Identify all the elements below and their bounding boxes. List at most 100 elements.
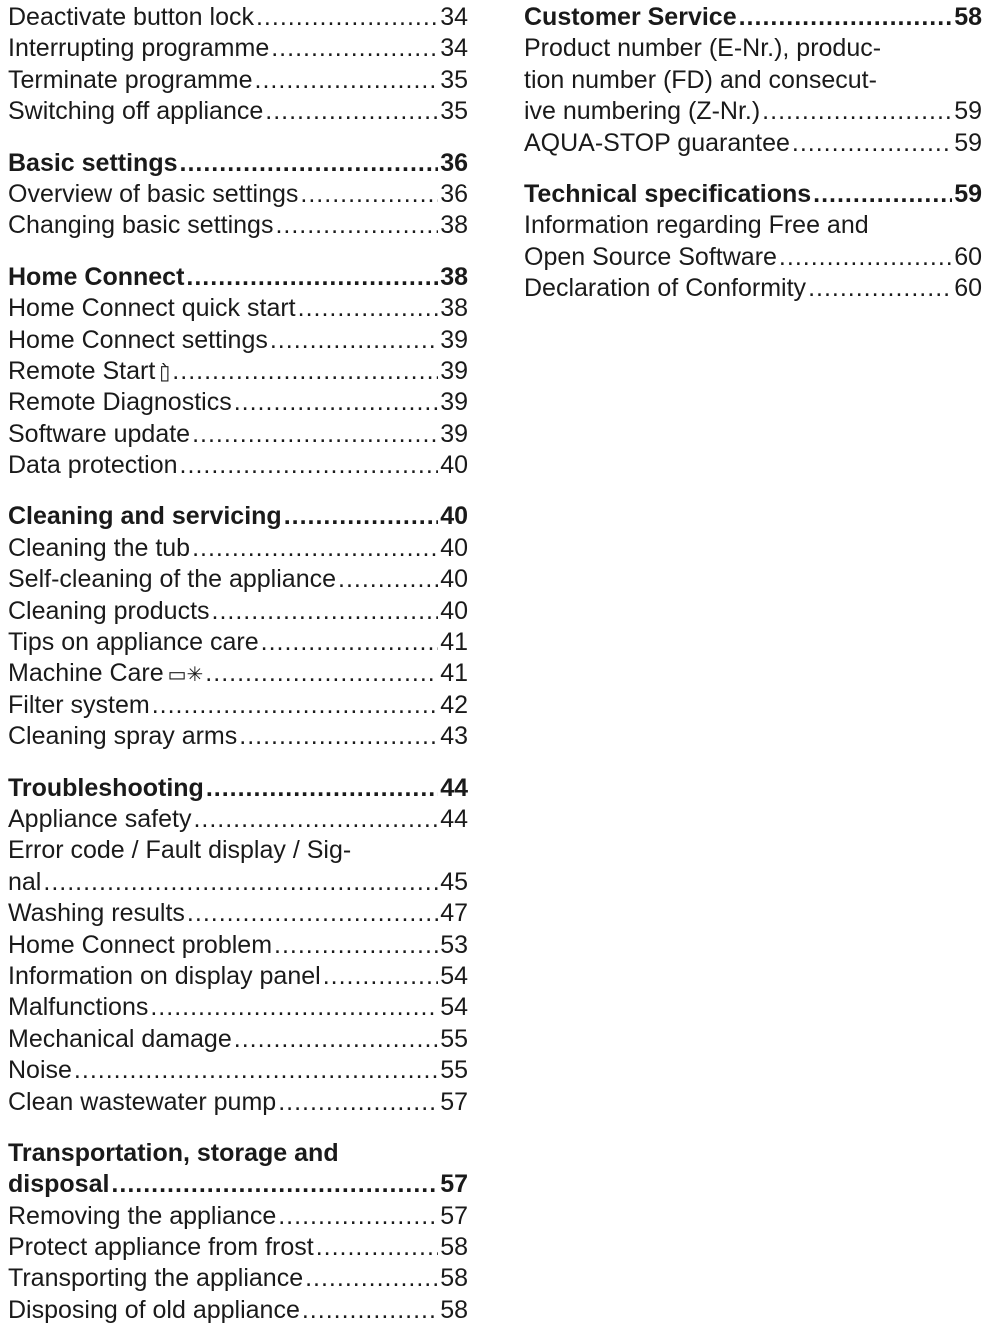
dot-leader — [278, 1087, 438, 1118]
toc-entry-title: Machine Care — [8, 659, 164, 688]
toc-section-transport[interactable]: disposal 57 — [8, 1169, 468, 1200]
toc-entry-title: Declaration of Conformity — [524, 274, 807, 303]
dot-leader — [74, 1055, 438, 1086]
toc-entry[interactable]: Terminate programme 35 — [8, 65, 468, 96]
toc-section-customer-service[interactable]: Customer Service 58 — [524, 2, 982, 33]
toc-entry[interactable]: Appliance safety 44 — [8, 804, 468, 835]
toc-section-title: Customer Service — [524, 3, 737, 31]
toc-entry-title-line2: Open Source Software — [524, 242, 777, 271]
toc-entry[interactable]: Home Connect quick start 38 — [8, 293, 468, 324]
dot-leader — [234, 1024, 438, 1055]
toc-entry[interactable]: AQUA-STOP guarantee 59 — [524, 128, 982, 159]
toc-entry[interactable]: Cleaning products 40 — [8, 596, 468, 627]
toc-entry-title: Software update — [8, 419, 191, 448]
toc-entry[interactable]: Home Connect settings 39 — [8, 325, 468, 356]
toc-section-cleaning[interactable]: Cleaning and servicing 40 — [8, 501, 468, 532]
dot-leader — [43, 867, 438, 898]
toc-section-technical[interactable]: Technical specifications 59 — [524, 179, 982, 210]
dot-leader — [234, 387, 438, 418]
toc-entry-title-line2[interactable]: tion number (FD) and consecut- — [524, 65, 877, 94]
toc-entry-title: Information on display panel — [8, 961, 321, 990]
toc-entry-page: 34 — [440, 3, 468, 31]
toc-entry-page: 41 — [440, 628, 468, 657]
toc-entry[interactable]: Cleaning spray arms 43 — [8, 721, 468, 752]
dot-leader — [192, 533, 438, 564]
toc-entry-page: 60 — [954, 242, 982, 271]
toc-entry[interactable]: Washing results 47 — [8, 898, 468, 929]
toc-entry-title: Changing basic settings — [8, 211, 274, 240]
toc-entry[interactable]: Machine Care▭✳ 41 — [8, 658, 468, 689]
toc-entry-title: Malfunctions — [8, 993, 149, 1022]
toc-entry-title-line1[interactable]: Error code / Fault display / Sig- — [8, 836, 352, 865]
toc-entry[interactable]: Changing basic settings 38 — [8, 210, 468, 241]
toc-entry-page: 38 — [440, 211, 468, 240]
toc-entry[interactable]: Noise 55 — [8, 1055, 468, 1086]
toc-entry-title-line1[interactable]: Information regarding Free and — [524, 211, 869, 240]
toc-entry-page: 39 — [440, 388, 468, 417]
dot-leader — [172, 356, 438, 387]
toc-entry-page: 42 — [440, 690, 468, 719]
toc-entry-title: AQUA-STOP guarantee — [524, 128, 790, 157]
toc-entry[interactable]: Transporting the appliance 58 — [8, 1263, 468, 1294]
toc-entry[interactable]: nal 45 — [8, 867, 468, 898]
toc-entry[interactable]: Declaration of Conformity 60 — [524, 273, 982, 304]
toc-entry[interactable]: Mechanical damage 55 — [8, 1024, 468, 1055]
dot-leader — [271, 33, 438, 64]
toc-entry-title-line3: ive numbering (Z-Nr.) — [524, 97, 761, 126]
toc-entry-title: Disposing of old appliance — [8, 1295, 300, 1324]
toc-section-page: 38 — [440, 262, 468, 291]
toc-entry-title: Washing results — [8, 899, 185, 928]
toc-entry-title: Cleaning spray arms — [8, 722, 238, 751]
toc-entry-page: 57 — [440, 1087, 468, 1116]
toc-entry-title: Terminate programme — [8, 65, 253, 94]
toc-entry-page: 60 — [954, 274, 982, 303]
toc-entry[interactable]: Information on display panel 54 — [8, 961, 468, 992]
toc-section-title: Troubleshooting — [8, 773, 204, 802]
toc-section-title: Basic settings — [8, 148, 178, 177]
toc-section-page: 59 — [954, 179, 982, 208]
toc-section-basic-settings[interactable]: Basic settings 36 — [8, 148, 468, 179]
toc-entry[interactable]: Tips on appliance care 41 — [8, 627, 468, 658]
dot-leader — [813, 179, 952, 210]
toc-entry[interactable]: Filter system 42 — [8, 690, 468, 721]
toc-entry[interactable]: Remote Start▯̀ 39 — [8, 356, 468, 387]
toc-entry[interactable]: ive numbering (Z-Nr.) 59 — [524, 96, 982, 127]
toc-entry[interactable]: Disposing of old appliance 58 — [8, 1295, 468, 1326]
toc-entry[interactable]: Deactivate button lock 34 — [8, 2, 468, 33]
toc-entry-title-line1[interactable]: Product number (E-Nr.), produc- — [524, 34, 882, 63]
dot-leader — [239, 721, 438, 752]
toc-entry[interactable]: Home Connect problem 53 — [8, 930, 468, 961]
toc-entry[interactable]: Remote Diagnostics 39 — [8, 387, 468, 418]
toc-entry-page: 58 — [440, 1264, 468, 1293]
toc-entry[interactable]: Interrupting programme 34 — [8, 33, 468, 64]
toc-entry[interactable]: Overview of basic settings 36 — [8, 179, 468, 210]
dot-leader — [255, 65, 439, 96]
toc-entry[interactable]: Cleaning the tub 40 — [8, 533, 468, 564]
toc-entry-title: Mechanical damage — [8, 1024, 232, 1053]
toc-entry[interactable]: Clean wastewater pump 57 — [8, 1087, 468, 1118]
dot-leader — [792, 128, 952, 159]
dot-leader — [206, 773, 438, 804]
toc-entry-page: 53 — [440, 930, 468, 959]
toc-section-transport-line1[interactable]: Transportation, storage and — [8, 1138, 339, 1167]
toc-entry-page: 58 — [440, 1233, 468, 1262]
toc-entry[interactable]: Switching off appliance 35 — [8, 96, 468, 127]
toc-entry[interactable]: Software update 39 — [8, 419, 468, 450]
toc-entry[interactable]: Open Source Software 60 — [524, 242, 982, 273]
dot-leader — [256, 2, 438, 33]
toc-entry-page: 36 — [440, 179, 468, 208]
toc-entry[interactable]: Removing the appliance 57 — [8, 1201, 468, 1232]
dot-leader — [111, 1169, 438, 1200]
toc-section-home-connect[interactable]: Home Connect 38 — [8, 262, 468, 293]
toc-entry-page: 54 — [440, 993, 468, 1022]
toc-entry[interactable]: Protect appliance from frost 58 — [8, 1232, 468, 1263]
toc-entry-title: Clean wastewater pump — [8, 1087, 277, 1116]
toc-entry-page: 54 — [440, 961, 468, 990]
dot-leader — [338, 564, 438, 595]
toc-right-column: Customer Service 58 Product number (E-Nr.… — [524, 2, 982, 305]
toc-entry[interactable]: Data protection 40 — [8, 450, 468, 481]
toc-entry[interactable]: Malfunctions 54 — [8, 992, 468, 1023]
dot-leader — [302, 1295, 438, 1326]
toc-entry[interactable]: Self-cleaning of the appliance 40 — [8, 564, 468, 595]
toc-section-troubleshooting[interactable]: Troubleshooting 44 — [8, 773, 468, 804]
